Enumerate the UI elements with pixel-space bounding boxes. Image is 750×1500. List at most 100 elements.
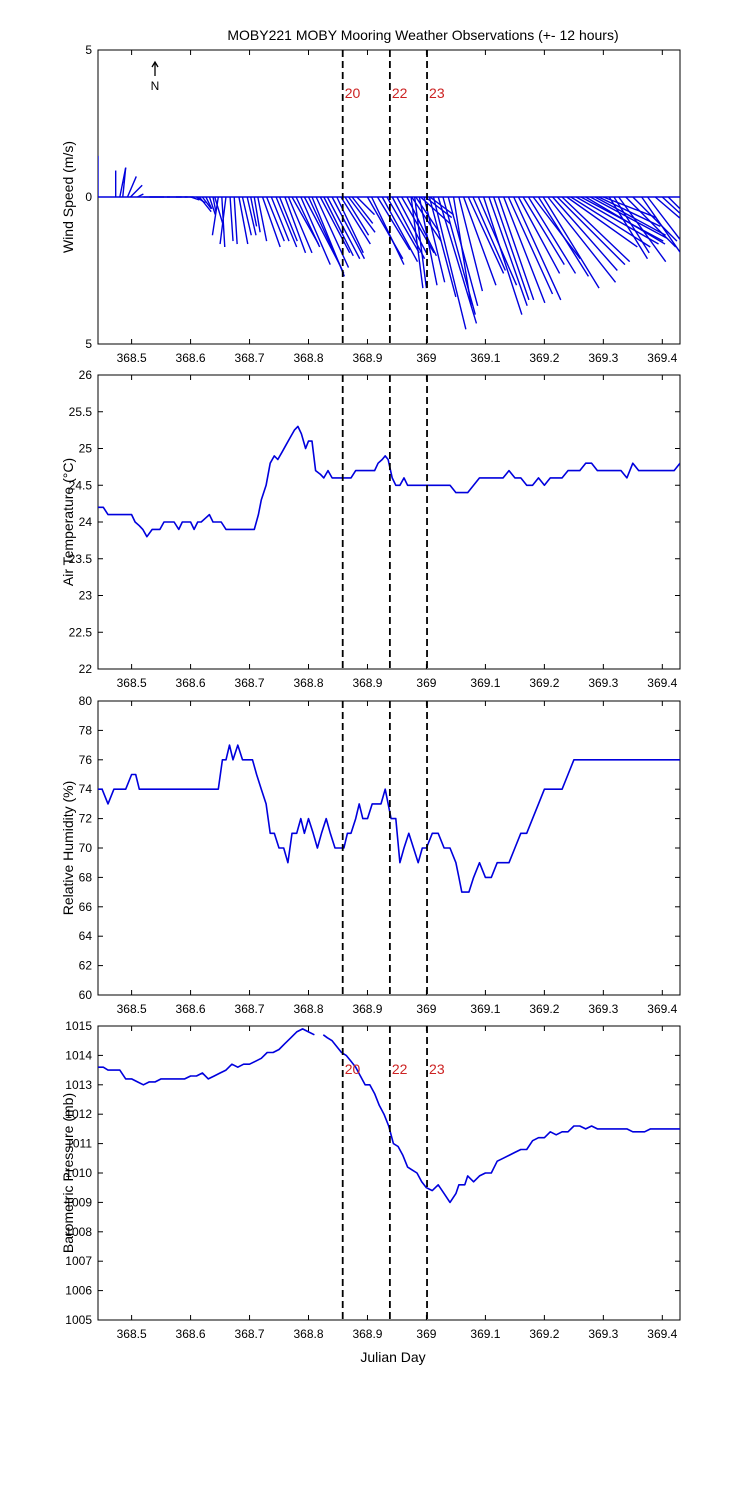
marker-label-20: 20 <box>345 1061 361 1077</box>
wind-vector <box>250 196 258 227</box>
y-tick-label: 0 <box>85 190 92 204</box>
wind-vector <box>386 196 420 254</box>
wind-vector <box>208 196 216 215</box>
y-tick-label: 1009 <box>65 1195 92 1209</box>
wind-vector <box>331 196 366 260</box>
wind-vector <box>295 196 321 248</box>
panel-air_temperature: 368.5 368.6 368.7 368.8 368.9 369 369.1 369.2 36… <box>60 368 681 690</box>
y-tick-label: 64 <box>79 929 93 943</box>
marker-label-20: 20 <box>345 85 361 101</box>
y-tick-label: 23 <box>79 589 93 603</box>
y-tick-label: 80 <box>79 694 93 708</box>
wind-vector <box>542 196 600 289</box>
series-air_temperature <box>98 425 680 538</box>
wind-vector <box>532 196 581 260</box>
wind-vector <box>522 196 565 265</box>
wind-vector <box>513 196 562 301</box>
x-tick-label: 369.1 <box>470 1002 500 1016</box>
wind-vector <box>219 196 227 245</box>
y-tick-label: 1012 <box>65 1107 92 1121</box>
x-tick-label: 369.4 <box>647 676 677 690</box>
x-tick-label: 368.6 <box>176 1327 206 1341</box>
x-tick-label: 368.8 <box>293 1002 323 1016</box>
x-tick-label: 369.4 <box>647 351 677 365</box>
wind-vector <box>428 196 457 298</box>
wind-vector <box>319 196 351 254</box>
wind-vector <box>315 196 350 268</box>
y-tick-label: 5 <box>85 337 92 351</box>
wind-vector <box>570 196 651 248</box>
wind-vector <box>229 196 234 242</box>
wind-vector <box>410 196 424 289</box>
y-tick-label: 25 <box>79 442 93 456</box>
wind-vector <box>472 196 507 271</box>
y-tick-label: 1007 <box>65 1254 92 1268</box>
x-tick-label: 369.3 <box>588 676 618 690</box>
x-tick-label: 369.2 <box>529 351 559 365</box>
y-tick-label: 22 <box>79 662 93 676</box>
wind-vector <box>503 196 546 304</box>
y-tick-label: 1008 <box>65 1225 92 1239</box>
wind-vector <box>537 196 590 277</box>
y-tick-label: 1006 <box>65 1284 92 1298</box>
wind-vector <box>552 196 618 271</box>
wind-vector <box>233 196 238 245</box>
wind-vector <box>467 196 505 274</box>
series-relative_humidity <box>98 744 680 893</box>
wind-vector <box>137 193 144 198</box>
panel-barometric_pressure: 368.5 368.6 368.7 368.8 368.9 369 369.1 369.2 36… <box>60 1019 681 1341</box>
wind-vector <box>275 196 298 248</box>
x-tick-label: 369 <box>416 1002 436 1016</box>
wind-vector <box>214 196 225 227</box>
wind-vector <box>458 196 484 292</box>
x-tick-label: 369.4 <box>647 1327 677 1341</box>
series-wind <box>98 155 680 330</box>
wind-vector <box>527 196 577 274</box>
x-tick-label: 368.6 <box>176 351 206 365</box>
wind-vector <box>413 196 428 289</box>
wind-vector <box>661 196 680 215</box>
x-axis-label: Julian Day <box>360 1349 425 1365</box>
y-tick-label: 68 <box>79 870 93 884</box>
y-tick-label: 60 <box>79 988 93 1002</box>
x-tick-label: 368.5 <box>117 351 147 365</box>
wind-vector <box>126 176 137 198</box>
wind-vector <box>356 196 375 216</box>
wind-vector <box>667 196 680 210</box>
y-tick-label: 62 <box>79 959 93 973</box>
wind-vector <box>370 196 405 265</box>
wind-vector <box>212 196 217 212</box>
wind-vector <box>201 196 212 210</box>
wind-vector <box>261 196 281 248</box>
x-tick-label: 368.9 <box>352 1002 382 1016</box>
y-axis-label-air_temperature: Air Temperature (°C) <box>60 458 76 586</box>
x-tick-label: 368.7 <box>235 676 265 690</box>
wind-vector <box>344 196 370 236</box>
wind-vector <box>618 196 667 263</box>
wind-vector <box>348 196 376 233</box>
y-tick-label: 74 <box>79 782 93 796</box>
panel-wind: 368.5 368.6 368.7 368.8 368.9 369 369.1 369.2 36… <box>60 43 681 365</box>
panels: 368.5 368.6 368.7 368.8 368.9 369 369.1 369.2 36… <box>60 43 681 1341</box>
line-barometric_pressure <box>98 1028 680 1204</box>
x-tick-label: 369.3 <box>588 1327 618 1341</box>
y-tick-label: 1013 <box>65 1078 92 1092</box>
marker-label-23: 23 <box>429 85 445 101</box>
x-tick-label: 369.2 <box>529 1327 559 1341</box>
x-tick-label: 368.8 <box>293 351 323 365</box>
x-tick-label: 369.2 <box>529 676 559 690</box>
x-tick-label: 369.1 <box>470 351 500 365</box>
north-label: N <box>151 79 160 93</box>
wind-vector <box>381 196 419 263</box>
y-tick-label: 1015 <box>65 1019 92 1033</box>
wind-vector <box>594 196 666 236</box>
wind-vector <box>625 196 677 248</box>
wind-vector <box>287 196 313 254</box>
wind-vector <box>241 196 252 236</box>
wind-vector <box>613 196 650 254</box>
y-tick-label: 1014 <box>65 1048 92 1062</box>
wind-vector <box>462 196 497 286</box>
wind-vector <box>488 196 528 307</box>
x-tick-label: 369.3 <box>588 1002 618 1016</box>
